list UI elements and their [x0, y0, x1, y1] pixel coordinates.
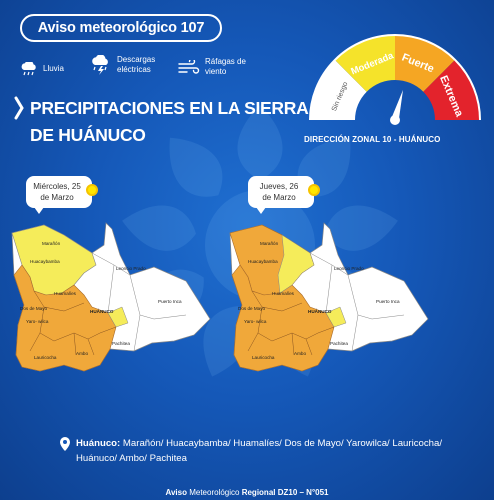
label-yarowilca: Yaro- wilca: [244, 319, 267, 324]
label-pachitea: Pachitea: [112, 341, 130, 346]
zonal-direction-label: DIRECCIÓN ZONAL 10 - HUÁNUCO: [304, 135, 441, 144]
rain-icon: [21, 62, 36, 76]
sun-icon: [308, 184, 320, 196]
label-lauricocha: Lauricocha: [34, 355, 57, 360]
label-leoncio-prado: Leoncio Prado: [116, 266, 146, 271]
gauge-needle: [391, 90, 403, 122]
legend-thunderstorm: Descargas eléctricas: [90, 55, 155, 75]
label-lauricocha: Lauricocha: [252, 355, 275, 360]
signature-right: Regional DZ10 – N°051: [241, 488, 329, 497]
date-day-2-line-1: Jueves, 26: [259, 182, 299, 191]
legend-wind-label: Ráfagas de viento: [205, 57, 246, 76]
date-bubble-day-1: Miércoles, 25 de Marzo: [26, 176, 98, 214]
label-huamalies: Huamalíes: [272, 291, 295, 296]
label-ambo: Ambo: [76, 351, 88, 356]
date-day-1-line-2: de Marzo: [40, 193, 74, 202]
label-puerto-inca: Puerto Inca: [158, 299, 182, 304]
label-puerto-inca: Puerto Inca: [376, 299, 400, 304]
footer-signature: Aviso Meteorológico Regional DZ10 – N°05…: [0, 488, 494, 497]
title-chevron-icon: [14, 96, 24, 120]
gauge-segment-fuerte: [395, 35, 456, 92]
legend-rain: Lluvia: [20, 62, 64, 76]
label-huacaybamba: Huacaybamba: [248, 259, 278, 264]
signature-mid: Meteorológico: [189, 488, 240, 497]
affected-provinces: Huánuco: Marañón/ Huacaybamba/ Huamalíes…: [62, 436, 482, 466]
title-line-1: PRECIPITACIONES EN LA SIERRA: [30, 98, 309, 118]
map-day-1: Marañón Huacaybamba Leoncio Prado Huamal…: [11, 222, 211, 372]
thunderstorm-icon: [92, 55, 108, 75]
gauge-segment-sin-riesgo: [310, 59, 367, 120]
label-maranon: Marañón: [260, 241, 279, 246]
label-dos-de-mayo: Dos de Mayo: [238, 306, 266, 311]
label-huacaybamba: Huacaybamba: [30, 259, 60, 264]
location-pin-icon: [60, 437, 70, 451]
label-huamalies: Huamalíes: [54, 291, 77, 296]
warning-number-badge: Aviso meteorológico 107: [20, 14, 222, 42]
sun-icon: [86, 184, 98, 196]
date-bubble-day-2: Jueves, 26 de Marzo: [248, 176, 320, 214]
map-day-2: Marañón Huacaybamba Leoncio Prado Huamal…: [229, 222, 429, 372]
legend-rain-label: Lluvia: [43, 64, 64, 73]
legend-thunderstorm-label: Descargas eléctricas: [117, 55, 156, 74]
page-title: PRECIPITACIONES EN LA SIERRA DE HUÁNUCO: [30, 95, 309, 149]
wind-gust-icon: [178, 60, 200, 74]
date-day-1-line-1: Miércoles, 25: [33, 182, 81, 191]
risk-gauge: Sin riesgo Moderada Fuerte Extrema: [309, 34, 481, 125]
title-line-2: DE HUÁNUCO: [30, 125, 146, 145]
label-yarowilca: Yaro- wilca: [26, 319, 49, 324]
gauge-segment-extrema: [423, 59, 480, 120]
label-leoncio-prado: Leoncio Prado: [334, 266, 364, 271]
label-huanuco: HUÁNUCO: [308, 308, 332, 314]
gauge-segment-moderada: [334, 35, 395, 92]
region-moderate-day-2: [277, 234, 315, 294]
legend-wind: Ráfagas de viento: [178, 57, 246, 77]
label-huanuco: HUÁNUCO: [90, 308, 114, 314]
signature-left: Aviso: [165, 488, 187, 497]
province-list: Marañón/ Huacaybamba/ Huamalíes/ Dos de …: [76, 438, 442, 464]
label-pachitea: Pachitea: [330, 341, 348, 346]
label-dos-de-mayo: Dos de Mayo: [20, 306, 48, 311]
region-label: Huánuco:: [76, 438, 121, 449]
label-ambo: Ambo: [294, 351, 306, 356]
date-day-2-line-2: de Marzo: [262, 193, 296, 202]
label-maranon: Marañón: [42, 241, 61, 246]
